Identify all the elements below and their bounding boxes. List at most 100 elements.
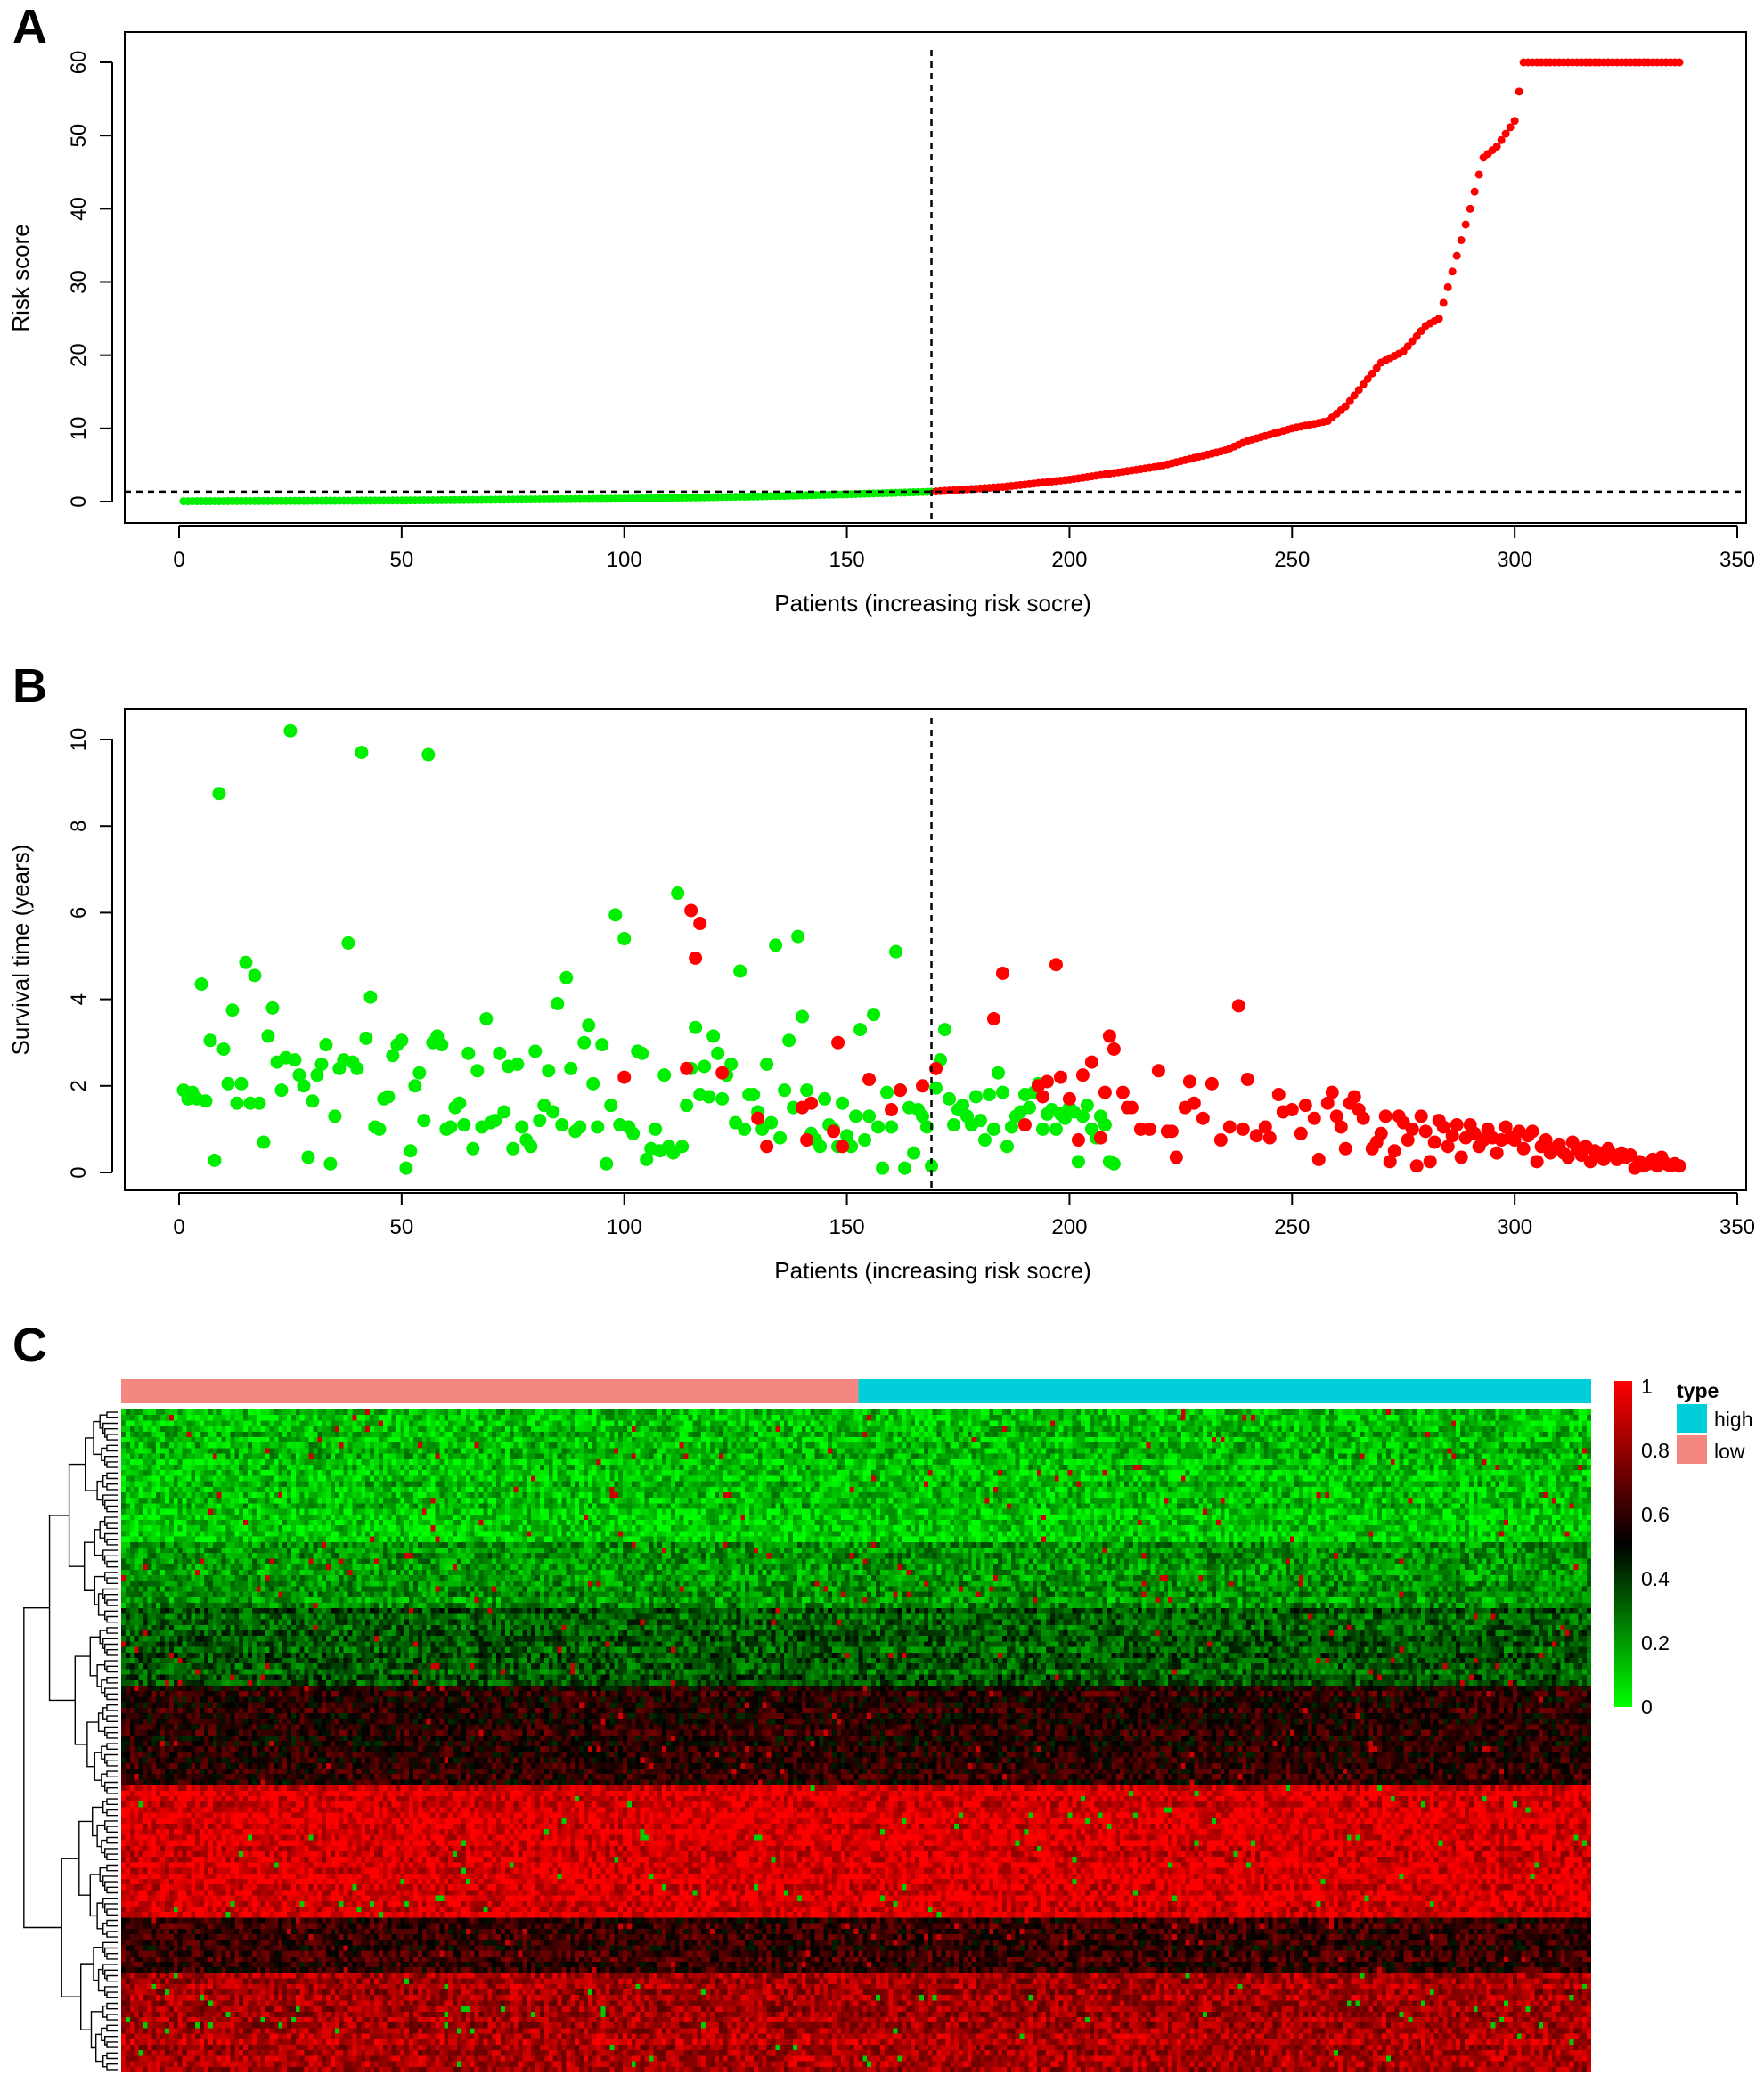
colorbar-tick-label: 0 — [1641, 1695, 1653, 1719]
survival-point-dead — [1164, 1124, 1179, 1139]
survival-point-alive — [542, 1064, 556, 1078]
survival-point-alive — [506, 1141, 520, 1156]
a-x-tick-label: 200 — [1051, 548, 1087, 572]
dendrogram-branch — [106, 1864, 118, 1872]
survival-point-dead — [1231, 999, 1245, 1013]
panel-a-plot-frame — [124, 31, 1747, 524]
survival-point-dead — [1409, 1159, 1424, 1173]
survival-point-alive — [778, 1083, 792, 1098]
survival-point-dead — [1583, 1155, 1597, 1169]
dendrogram-branch — [106, 2014, 118, 2021]
survival-point-alive — [355, 746, 369, 760]
survival-point-alive — [306, 1094, 320, 1108]
panel-a-points — [125, 50, 1746, 523]
survival-point-dead — [1516, 1141, 1531, 1156]
survival-point-alive — [711, 1046, 725, 1060]
survival-point-alive — [225, 1003, 240, 1017]
survival-point-alive — [208, 1153, 222, 1167]
survival-point-alive — [533, 1114, 547, 1128]
survival-point-alive — [412, 1066, 427, 1080]
panel-b-x-ticks: 0 50 100 150 200 250 300 350 — [173, 1192, 1755, 1239]
dendrogram-branch — [101, 2027, 108, 2042]
dendrogram-branch — [106, 1732, 118, 1739]
survival-point-alive — [898, 1161, 912, 1175]
survival-point-dead — [1102, 1029, 1116, 1043]
a-x-tick-label: 0 — [173, 548, 184, 572]
survival-point-alive — [880, 1085, 894, 1099]
risk-score-point — [1466, 204, 1474, 213]
dendrogram-branch — [106, 1483, 118, 1491]
panel-b-y-axis-label: Survival time (years) — [7, 845, 34, 1056]
dendrogram-branch — [106, 1539, 118, 1546]
survival-point-alive — [955, 1099, 969, 1113]
survival-point-dead — [1383, 1155, 1397, 1169]
survival-point-alive — [292, 1068, 306, 1082]
type-bar-low — [121, 1379, 859, 1403]
survival-point-alive — [991, 1066, 1005, 1080]
risk-score-point — [1497, 135, 1506, 144]
survival-point-alive — [782, 1033, 796, 1048]
dendrogram-branch — [106, 1826, 118, 1833]
risk-score-point — [1457, 236, 1466, 245]
survival-point-alive — [435, 1038, 449, 1052]
survival-point-alive — [671, 886, 685, 901]
survival-point-dead — [1436, 1120, 1450, 1134]
survival-point-dead — [1427, 1135, 1441, 1149]
survival-point-dead — [715, 1066, 730, 1080]
dendrogram-branch — [106, 1665, 118, 1673]
risk-score-point — [1461, 220, 1470, 229]
survival-point-alive — [586, 1076, 600, 1091]
survival-point-dead — [1294, 1126, 1308, 1140]
panel-label-a: A — [12, 0, 47, 53]
b-y-tick-label: 0 — [67, 1166, 91, 1178]
dendrogram-branch — [97, 1593, 105, 1616]
row-dendrogram — [23, 1411, 118, 2071]
dendrogram-branch — [102, 2055, 108, 2068]
a-y-tick-label: 50 — [67, 124, 91, 148]
survival-point-alive — [288, 1053, 302, 1067]
survival-point-alive — [221, 1076, 235, 1091]
survival-point-alive — [706, 1029, 721, 1043]
survival-point-dead — [1423, 1155, 1437, 1169]
dendrogram-branch — [106, 1715, 118, 1722]
survival-point-alive — [444, 1120, 458, 1134]
dendrogram-branch — [89, 1636, 101, 1677]
survival-point-dead — [1561, 1150, 1575, 1164]
survival-point-alive — [559, 970, 574, 984]
survival-point-alive — [230, 1096, 244, 1110]
dendrogram-branch — [96, 1902, 103, 1930]
survival-point-alive — [466, 1141, 480, 1156]
a-x-tick-label: 250 — [1274, 548, 1310, 572]
survival-point-alive — [257, 1135, 271, 1149]
survival-point-alive — [381, 1090, 396, 1104]
survival-point-alive — [885, 1120, 899, 1134]
dendrogram-branch — [101, 1679, 108, 1694]
survival-point-dead — [1258, 1120, 1272, 1134]
survival-point-dead — [1499, 1120, 1513, 1134]
dendrogram-branch — [106, 1953, 118, 1960]
dendrogram-branch — [106, 2002, 118, 2010]
survival-point-alive — [591, 1120, 605, 1134]
survival-point-alive — [421, 747, 436, 762]
survival-point-alive — [907, 1146, 921, 1160]
survival-point-alive — [800, 1083, 814, 1098]
survival-point-alive — [982, 1088, 996, 1102]
a-x-tick-label: 100 — [607, 548, 642, 572]
survival-point-dead — [1374, 1126, 1388, 1140]
survival-point-alive — [1080, 1099, 1094, 1113]
survival-point-alive — [328, 1109, 342, 1123]
survival-point-dead — [1222, 1120, 1237, 1134]
dendrogram-branch — [97, 1712, 105, 1732]
survival-point-alive — [862, 1109, 877, 1123]
survival-point-alive — [510, 1058, 525, 1071]
dendrogram-branch — [106, 1649, 118, 1656]
survival-point-alive — [849, 1109, 863, 1123]
dendrogram-branch — [94, 2033, 103, 2063]
panel-b: B 0 50 100 150 200 250 300 350 0 2 4 6 8 10 Patients… — [7, 659, 1755, 1284]
dendrogram-branch — [106, 1809, 118, 1817]
risk-score-point — [1443, 282, 1452, 291]
survival-point-dead — [1672, 1159, 1686, 1173]
survival-point-alive — [840, 1129, 854, 1143]
dendrogram-branch — [89, 1874, 101, 1917]
survival-point-dead — [995, 966, 1009, 980]
